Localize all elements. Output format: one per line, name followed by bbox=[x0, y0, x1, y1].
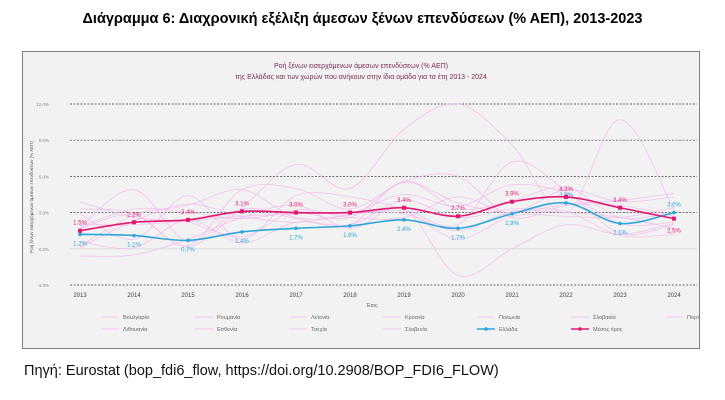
legend-label: Βουλγαρία bbox=[123, 315, 150, 321]
data-label: 1.1% bbox=[127, 243, 141, 249]
data-point bbox=[618, 205, 622, 210]
legend-label: Μέσος όρος bbox=[593, 326, 623, 333]
legend-label: Τσεχία bbox=[311, 327, 328, 333]
y-tick-label: 0.0% bbox=[39, 247, 49, 252]
data-point bbox=[240, 209, 244, 214]
data-point bbox=[564, 201, 568, 205]
data-point bbox=[186, 217, 190, 222]
data-point bbox=[78, 228, 82, 233]
data-label: 2.1% bbox=[613, 230, 627, 236]
y-tick-label: -3.0% bbox=[37, 283, 49, 288]
x-tick-label: 2015 bbox=[181, 293, 195, 299]
data-point bbox=[348, 224, 352, 228]
data-point bbox=[402, 218, 406, 222]
data-label: 0.7% bbox=[181, 247, 195, 253]
data-label: 1.7% bbox=[451, 235, 465, 241]
legend-marker bbox=[484, 327, 488, 331]
data-label: 3.1% bbox=[235, 201, 249, 207]
legend-label: Ελλάδα bbox=[499, 326, 518, 333]
data-point bbox=[618, 221, 622, 226]
x-tick-label: 2018 bbox=[343, 293, 357, 299]
x-tick-label: 2017 bbox=[289, 293, 303, 299]
series-line-11 bbox=[79, 201, 675, 242]
data-label: 2.9% bbox=[505, 221, 519, 227]
x-tick-label: 2021 bbox=[505, 293, 519, 299]
data-label: 1.5% bbox=[73, 221, 87, 227]
data-point bbox=[78, 232, 82, 237]
legend-marker bbox=[578, 327, 582, 331]
series-line-4 bbox=[79, 183, 675, 247]
data-label: 3.9% bbox=[505, 192, 519, 198]
series-line-10 bbox=[79, 203, 675, 248]
data-point bbox=[294, 226, 298, 231]
data-point bbox=[456, 226, 460, 231]
data-point bbox=[186, 238, 190, 243]
y-axis-label: Ροή ξένων εισερχόμενων άμεσων επενδύσεων… bbox=[28, 141, 34, 253]
data-label: 1.4% bbox=[235, 239, 249, 245]
data-label: 3.4% bbox=[397, 198, 411, 204]
data-label: 3.0% bbox=[343, 203, 357, 209]
series-line-8 bbox=[79, 103, 675, 247]
x-tick-label: 2016 bbox=[235, 293, 249, 299]
legend-label: Λιθουανία bbox=[123, 327, 148, 333]
data-label: 2.2% bbox=[127, 212, 141, 218]
chart-title: Ροή ξένων εισερχόμενων άμεσων επενδύσεων… bbox=[274, 62, 448, 70]
series-line-3 bbox=[79, 180, 675, 242]
x-tick-label: 2020 bbox=[451, 293, 465, 299]
data-point bbox=[510, 199, 514, 204]
y-tick-label: 9.0% bbox=[39, 138, 49, 143]
data-label: 3.0% bbox=[667, 203, 681, 209]
legend-label: Λετονία bbox=[311, 315, 330, 321]
data-point bbox=[240, 230, 244, 234]
data-label: 1.7% bbox=[289, 235, 303, 241]
data-point bbox=[510, 212, 514, 216]
data-label: 2.4% bbox=[397, 227, 411, 233]
legend-label: Πορτογαλία bbox=[687, 315, 699, 321]
series-line-12 bbox=[79, 195, 675, 232]
chart-frame: Ροή ξένων εισερχόμενων άμεσων επενδύσεων… bbox=[22, 51, 716, 349]
series-line-5 bbox=[79, 204, 675, 277]
series-line-9 bbox=[79, 173, 675, 246]
chart-subtitle: της Ελλάδας και των χωρών που ανήκουν στ… bbox=[235, 73, 487, 81]
data-point bbox=[456, 214, 460, 219]
data-point bbox=[294, 210, 298, 215]
data-point bbox=[672, 216, 676, 221]
x-tick-label: 2024 bbox=[667, 293, 681, 299]
data-point bbox=[132, 220, 136, 225]
data-point bbox=[132, 233, 136, 238]
y-tick-label: 3.0% bbox=[39, 211, 49, 216]
y-tick-label: 12.0% bbox=[36, 102, 49, 107]
x-tick-label: 2022 bbox=[559, 293, 573, 299]
legend-label: Εσθονία bbox=[217, 327, 238, 333]
x-tick-label: 2019 bbox=[397, 293, 411, 299]
legend-label: Σλοβακία bbox=[593, 315, 616, 321]
x-tick-label: 2023 bbox=[613, 293, 627, 299]
data-label: 4.3% bbox=[559, 187, 573, 193]
data-label: 1.9% bbox=[343, 233, 357, 239]
source-note: Πηγή: Eurostat (bop_fdi6_flow, https://d… bbox=[24, 363, 499, 379]
x-tick-label: 2013 bbox=[73, 293, 87, 299]
data-label: 2.5% bbox=[667, 229, 681, 235]
series-line-7 bbox=[79, 200, 675, 249]
data-label: 3.4% bbox=[613, 198, 627, 204]
data-label: 2.4% bbox=[181, 210, 195, 216]
figure-title: Διάγραμμα 6: Διαχρονική εξέλιξη άμεσων ξ… bbox=[82, 11, 643, 27]
x-tick-label: 2014 bbox=[127, 293, 141, 299]
series-line-0 bbox=[79, 189, 675, 238]
data-label: 3.0% bbox=[289, 203, 303, 209]
x-axis-label: Έτος bbox=[365, 303, 378, 309]
legend-label: Ρουμανία bbox=[217, 315, 241, 321]
y-tick-label: 6.0% bbox=[39, 174, 49, 179]
data-label: 2.7% bbox=[451, 206, 465, 212]
data-point bbox=[348, 210, 352, 215]
legend-label: Σλοβενία bbox=[405, 327, 428, 333]
legend-label: Πολωνία bbox=[499, 315, 521, 321]
data-point bbox=[402, 205, 406, 210]
data-label: 1.2% bbox=[73, 241, 87, 247]
line-chart: Ροή ξένων εισερχόμενων άμεσων επενδύσεων… bbox=[28, 62, 716, 333]
data-point bbox=[672, 210, 676, 215]
data-point bbox=[564, 194, 568, 199]
legend-label: Κροατία bbox=[405, 315, 425, 321]
